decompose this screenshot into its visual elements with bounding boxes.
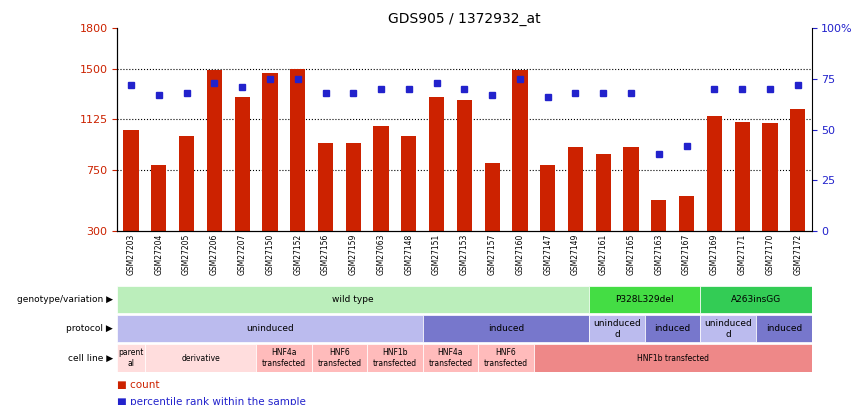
Bar	[790, 109, 806, 231]
Text: GSM27204: GSM27204	[155, 234, 163, 275]
Text: GSM27151: GSM27151	[432, 234, 441, 275]
Bar	[595, 154, 611, 231]
Text: HNF4a
transfected: HNF4a transfected	[429, 348, 472, 368]
Text: GSM27206: GSM27206	[210, 234, 219, 275]
Text: GSM27160: GSM27160	[516, 234, 524, 275]
Bar	[589, 286, 700, 313]
Bar	[262, 73, 278, 231]
Bar	[234, 97, 250, 231]
Text: GSM27167: GSM27167	[682, 234, 691, 275]
Bar	[207, 70, 222, 231]
Bar	[367, 344, 423, 372]
Title: GDS905 / 1372932_at: GDS905 / 1372932_at	[388, 12, 541, 26]
Bar	[373, 126, 389, 231]
Text: HNF6
transfected: HNF6 transfected	[484, 348, 528, 368]
Bar	[707, 116, 722, 231]
Bar	[318, 143, 333, 231]
Bar	[145, 344, 256, 372]
Text: parent
al: parent al	[118, 348, 144, 368]
Bar	[478, 344, 534, 372]
Bar	[117, 344, 145, 372]
Bar	[679, 196, 694, 231]
Bar	[568, 147, 583, 231]
Text: GSM27063: GSM27063	[377, 234, 385, 275]
Text: GSM27169: GSM27169	[710, 234, 719, 275]
Text: GSM27163: GSM27163	[654, 234, 663, 275]
Bar	[345, 143, 361, 231]
Text: A263insGG: A263insGG	[731, 295, 781, 304]
Text: GSM27172: GSM27172	[793, 234, 802, 275]
Bar	[484, 163, 500, 231]
Text: GSM27207: GSM27207	[238, 234, 247, 275]
Text: GSM27149: GSM27149	[571, 234, 580, 275]
Text: GSM27171: GSM27171	[738, 234, 746, 275]
Text: uninduced: uninduced	[246, 324, 294, 333]
Bar	[734, 122, 750, 231]
Text: GSM27159: GSM27159	[349, 234, 358, 275]
Text: HNF4a
transfected: HNF4a transfected	[262, 348, 306, 368]
Bar	[312, 344, 367, 372]
Text: induced: induced	[654, 324, 691, 333]
Text: GSM27205: GSM27205	[182, 234, 191, 275]
Bar	[756, 315, 812, 343]
Text: genotype/variation ▶: genotype/variation ▶	[16, 295, 113, 304]
Text: ■ count: ■ count	[117, 380, 160, 390]
Bar	[534, 344, 812, 372]
Bar	[401, 136, 417, 231]
Text: GSM27148: GSM27148	[404, 234, 413, 275]
Bar	[540, 165, 556, 231]
Bar	[429, 97, 444, 231]
Text: wild type: wild type	[332, 295, 374, 304]
Text: HNF6
transfected: HNF6 transfected	[318, 348, 361, 368]
Bar	[151, 165, 167, 231]
Bar	[117, 315, 423, 343]
Text: GSM27150: GSM27150	[266, 234, 274, 275]
Text: GSM27156: GSM27156	[321, 234, 330, 275]
Bar	[423, 344, 478, 372]
Bar	[645, 315, 700, 343]
Bar	[290, 69, 306, 231]
Bar	[623, 147, 639, 231]
Text: cell line ▶: cell line ▶	[68, 354, 113, 362]
Text: ■ percentile rank within the sample: ■ percentile rank within the sample	[117, 396, 306, 405]
Bar	[700, 315, 756, 343]
Text: GSM27203: GSM27203	[127, 234, 135, 275]
Text: GSM27165: GSM27165	[627, 234, 635, 275]
Text: GSM27147: GSM27147	[543, 234, 552, 275]
Text: GSM27170: GSM27170	[766, 234, 774, 275]
Bar	[762, 123, 778, 231]
Text: GSM27152: GSM27152	[293, 234, 302, 275]
Text: uninduced
d: uninduced d	[593, 319, 641, 339]
Bar	[179, 136, 194, 231]
Text: protocol ▶: protocol ▶	[66, 324, 113, 333]
Text: GSM27153: GSM27153	[460, 234, 469, 275]
Text: derivative: derivative	[181, 354, 220, 362]
Text: HNF1b transfected: HNF1b transfected	[637, 354, 708, 362]
Bar	[589, 315, 645, 343]
Bar	[117, 286, 589, 313]
Text: uninduced
d: uninduced d	[704, 319, 753, 339]
Text: HNF1b
transfected: HNF1b transfected	[373, 348, 417, 368]
Text: induced: induced	[488, 324, 524, 333]
Text: GSM27157: GSM27157	[488, 234, 496, 275]
Bar	[457, 100, 472, 231]
Bar	[651, 200, 667, 231]
Bar	[512, 70, 528, 231]
Bar	[700, 286, 812, 313]
Bar	[423, 315, 589, 343]
Bar	[123, 130, 139, 231]
Text: P328L329del: P328L329del	[615, 295, 674, 304]
Bar	[256, 344, 312, 372]
Text: GSM27161: GSM27161	[599, 234, 608, 275]
Text: induced: induced	[766, 324, 802, 333]
